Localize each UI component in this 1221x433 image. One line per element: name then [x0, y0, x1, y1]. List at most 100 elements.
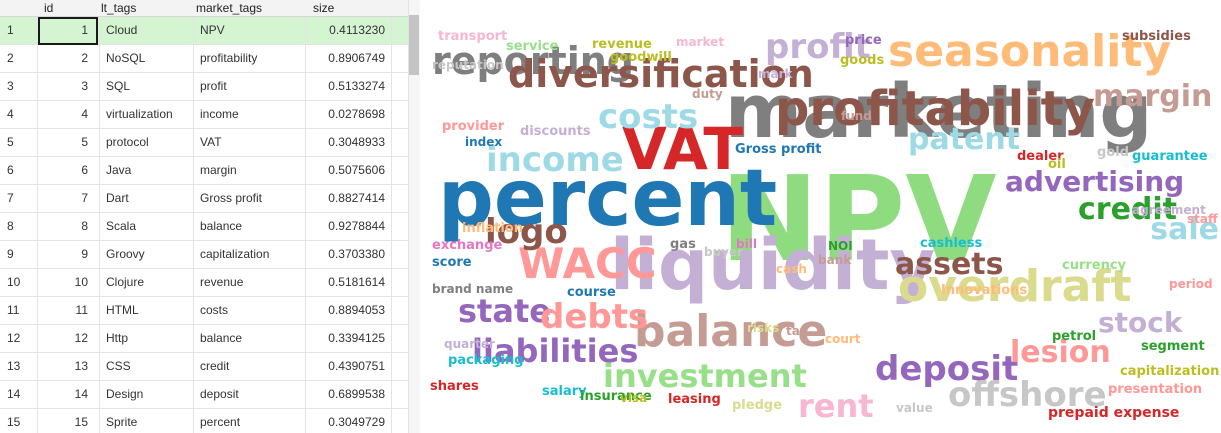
row-number[interactable]: 5 — [7, 135, 14, 149]
column-header-market-tags[interactable]: market_tags — [196, 1, 263, 15]
cloud-word: risks — [747, 321, 780, 335]
cell-size[interactable]: 0.8894053 — [328, 303, 385, 317]
cell-id[interactable]: 1 — [81, 23, 88, 37]
cloud-word: debts — [540, 297, 649, 337]
row-number[interactable]: 1 — [7, 23, 14, 37]
cell-lt-tags[interactable]: Http — [106, 331, 129, 345]
cell-market-tags[interactable]: credit — [200, 359, 230, 373]
cell-lt-tags[interactable]: Scala — [106, 219, 137, 233]
table-row[interactable]: 9 9 Groovy capitalization 0.3703380 — [0, 241, 408, 269]
column-header-id[interactable]: id — [44, 1, 54, 15]
cell-size[interactable]: 0.8827414 — [328, 191, 385, 205]
table-row[interactable]: 1 1 Cloud NPV 0.4113230 — [0, 17, 408, 45]
column-header-lt-tags[interactable]: lt_tags — [101, 1, 137, 15]
row-number[interactable]: 7 — [7, 191, 14, 205]
row-number[interactable]: 4 — [7, 107, 14, 121]
cell-lt-tags[interactable]: HTML — [106, 303, 139, 317]
cell-lt-tags[interactable]: NoSQL — [106, 51, 146, 65]
cell-market-tags[interactable]: balance — [200, 331, 243, 345]
cell-market-tags[interactable]: profit — [200, 79, 227, 93]
cell-size[interactable]: 0.5133274 — [328, 79, 385, 93]
cell-lt-tags[interactable]: Dart — [106, 191, 129, 205]
scrollbar-thumb[interactable] — [409, 15, 419, 75]
column-header-size[interactable]: size — [313, 1, 335, 15]
row-number[interactable]: 2 — [7, 51, 14, 65]
row-number[interactable]: 9 — [7, 247, 14, 261]
row-number[interactable]: 3 — [7, 79, 14, 93]
cell-market-tags[interactable]: NPV — [200, 23, 225, 37]
cell-id[interactable]: 7 — [81, 191, 88, 205]
cell-id[interactable]: 9 — [81, 247, 88, 261]
cell-lt-tags[interactable]: Sprite — [106, 415, 138, 429]
cell-size[interactable]: 0.5075606 — [328, 163, 385, 177]
cell-id[interactable]: 8 — [81, 219, 88, 233]
cell-size[interactable]: 0.5181614 — [328, 275, 385, 289]
cell-size[interactable]: 0.3048933 — [328, 135, 385, 149]
cell-id[interactable]: 14 — [74, 387, 88, 401]
cell-id[interactable]: 13 — [74, 359, 88, 373]
table-row[interactable]: 15 15 Sprite percent 0.3049729 — [0, 409, 408, 433]
table-row[interactable]: 8 8 Scala balance 0.9278844 — [0, 213, 408, 241]
cell-size[interactable]: 0.3049729 — [328, 415, 385, 429]
cell-lt-tags[interactable]: Design — [106, 387, 144, 401]
cell-lt-tags[interactable]: SQL — [106, 79, 131, 93]
vertical-scrollbar[interactable] — [408, 0, 420, 433]
cell-lt-tags[interactable]: Groovy — [106, 247, 145, 261]
cell-size[interactable]: 0.9278844 — [328, 219, 385, 233]
cell-id[interactable]: 15 — [74, 415, 88, 429]
cell-size[interactable]: 0.0278698 — [328, 107, 385, 121]
cell-lt-tags[interactable]: Java — [106, 163, 132, 177]
cell-id[interactable]: 6 — [81, 163, 88, 177]
row-number[interactable]: 13 — [7, 359, 21, 373]
cell-market-tags[interactable]: margin — [200, 163, 237, 177]
cell-size[interactable]: 0.3703380 — [328, 247, 385, 261]
cell-market-tags[interactable]: percent — [200, 415, 241, 429]
cell-id[interactable]: 5 — [81, 135, 88, 149]
cell-lt-tags[interactable]: Clojure — [106, 275, 145, 289]
table-row[interactable]: 13 13 CSS credit 0.4390751 — [0, 353, 408, 381]
cell-lt-tags[interactable]: protocol — [106, 135, 149, 149]
cell-lt-tags[interactable]: CSS — [106, 359, 131, 373]
table-row[interactable]: 4 4 virtualization income 0.0278698 — [0, 101, 408, 129]
table-row[interactable]: 12 12 Http balance 0.3394125 — [0, 325, 408, 353]
cell-lt-tags[interactable]: virtualization — [106, 107, 173, 121]
row-number[interactable]: 15 — [7, 415, 21, 429]
cloud-word: visa — [620, 391, 648, 405]
cell-size[interactable]: 0.6899538 — [328, 387, 385, 401]
cell-id[interactable]: 12 — [74, 331, 88, 345]
cell-id[interactable]: 4 — [81, 107, 88, 121]
cell-size[interactable]: 0.4390751 — [328, 359, 385, 373]
cell-id[interactable]: 11 — [75, 303, 88, 317]
table-row[interactable]: 14 14 Design deposit 0.6899538 — [0, 381, 408, 409]
row-number[interactable]: 8 — [7, 219, 14, 233]
cell-size[interactable]: 0.3394125 — [328, 331, 385, 345]
row-number[interactable]: 11 — [7, 303, 20, 317]
cell-market-tags[interactable]: VAT — [200, 135, 222, 149]
cell-market-tags[interactable]: income — [200, 107, 239, 121]
row-number[interactable]: 14 — [7, 387, 21, 401]
table-row[interactable]: 2 2 NoSQL profitability 0.8906749 — [0, 45, 408, 73]
table-row[interactable]: 7 7 Dart Gross profit 0.8827414 — [0, 185, 408, 213]
cell-market-tags[interactable]: balance — [200, 219, 243, 233]
cell-market-tags[interactable]: deposit — [200, 387, 239, 401]
row-number[interactable]: 6 — [7, 163, 14, 177]
cell-size[interactable]: 0.8906749 — [328, 51, 385, 65]
cell-id[interactable]: 10 — [74, 275, 88, 289]
cell-id[interactable]: 3 — [81, 79, 88, 93]
cell-market-tags[interactable]: Gross profit — [200, 191, 263, 205]
table-row[interactable]: 5 5 protocol VAT 0.3048933 — [0, 129, 408, 157]
table-row[interactable]: 10 10 Clojure revenue 0.5181614 — [0, 269, 408, 297]
cell-market-tags[interactable]: revenue — [200, 275, 244, 289]
table-row[interactable]: 11 11 HTML costs 0.8894053 — [0, 297, 408, 325]
row-number[interactable]: 12 — [7, 331, 21, 345]
cell-lt-tags[interactable]: Cloud — [106, 23, 138, 37]
cell-market-tags[interactable]: costs — [200, 303, 229, 317]
row-number[interactable]: 10 — [7, 275, 21, 289]
cell-market-tags[interactable]: capitalization — [200, 247, 270, 261]
table-row[interactable]: 3 3 SQL profit 0.5133274 — [0, 73, 408, 101]
cell-size[interactable]: 0.4113230 — [329, 23, 385, 37]
cell-market-tags[interactable]: profitability — [200, 51, 258, 65]
column-divider — [305, 17, 306, 433]
cell-id[interactable]: 2 — [81, 51, 88, 65]
table-row[interactable]: 6 6 Java margin 0.5075606 — [0, 157, 408, 185]
